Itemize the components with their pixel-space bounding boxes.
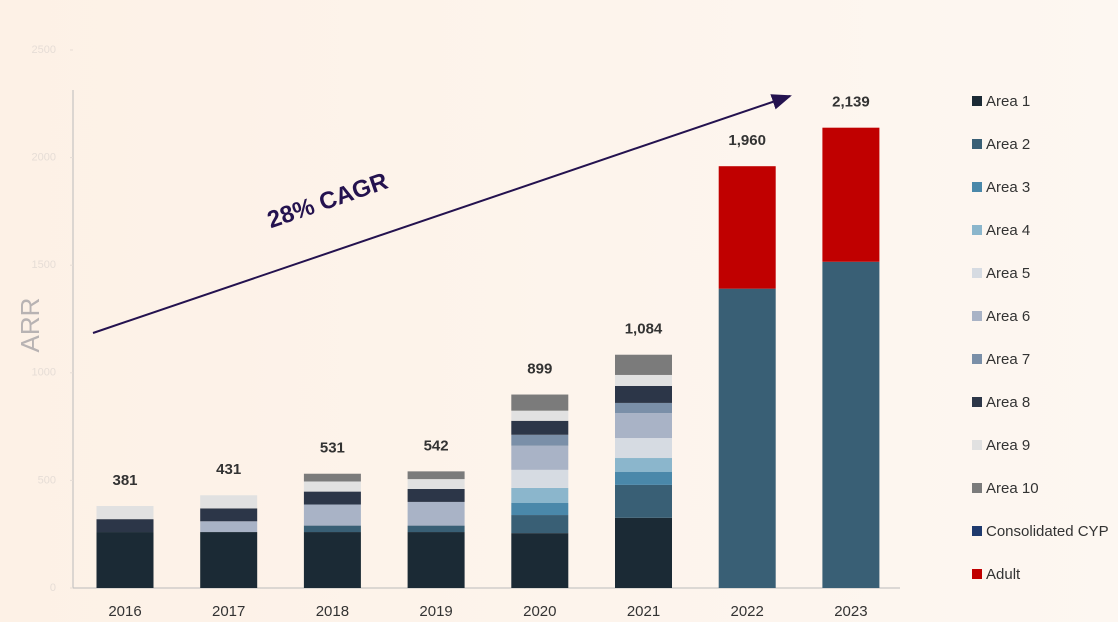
legend-label: Area 4 [986, 222, 1030, 239]
bar-segment [822, 127, 880, 262]
bar-segment [303, 532, 361, 588]
legend-swatch [972, 526, 982, 536]
bar-segment [822, 261, 880, 588]
legend-label: Area 9 [986, 437, 1030, 454]
y-tick-label: 500 [38, 474, 56, 486]
bar-segment [615, 354, 672, 375]
x-tick-label: 2016 [108, 603, 141, 620]
bar-segment [718, 288, 776, 588]
bar-segment [303, 473, 361, 482]
legend-swatch [972, 440, 982, 450]
legend-label: Area 10 [986, 480, 1039, 497]
bar-segment [96, 532, 154, 588]
legend-label: Area 5 [986, 265, 1030, 282]
bar-segment [303, 504, 361, 526]
bar-segment [615, 472, 672, 485]
bar-segment [615, 413, 672, 439]
total-label: 1,084 [625, 321, 663, 338]
cagr-arrow [92, 94, 792, 334]
legend-label: Area 2 [986, 136, 1030, 153]
bar-segment [615, 374, 672, 386]
legend-label: Consolidated CYP [986, 523, 1109, 540]
legend-swatch [972, 354, 982, 364]
legend-label: Area 3 [986, 179, 1030, 196]
legend-label: Area 7 [986, 351, 1030, 368]
bar-segment [615, 458, 672, 473]
total-label: 1,960 [728, 132, 766, 149]
legend-swatch [972, 225, 982, 235]
total-label: 531 [320, 440, 345, 457]
legend-label: Adult [986, 566, 1021, 583]
y-axis-label: ARR [15, 298, 45, 353]
legend-swatch [972, 311, 982, 321]
x-tick-label: 2022 [731, 603, 764, 620]
total-label: 899 [527, 361, 552, 378]
legend-swatch [972, 182, 982, 192]
x-tick-label: 2020 [523, 603, 556, 620]
x-tick-label: 2023 [834, 603, 867, 620]
bar-segment [511, 502, 569, 516]
bar-segment [96, 506, 154, 520]
bar-segment [511, 434, 569, 446]
bar-segment [511, 515, 569, 534]
bar-segment [200, 508, 258, 522]
bar-segment [303, 481, 361, 492]
legend-swatch [972, 139, 982, 149]
bar-segment [407, 501, 465, 526]
y-tick-label: 1000 [32, 367, 56, 379]
bar-segment [407, 489, 465, 502]
y-tick-label: 2000 [32, 152, 56, 164]
total-label: 542 [424, 437, 449, 454]
x-tick-label: 2021 [627, 603, 660, 620]
x-tick-label: 2018 [316, 603, 349, 620]
bar-segment [615, 517, 672, 588]
bar-segment [303, 491, 361, 505]
legend-label: Area 8 [986, 394, 1030, 411]
bar-segment [407, 471, 465, 480]
bar-segment [511, 410, 569, 421]
legend-swatch [972, 268, 982, 278]
legend-label: Area 6 [986, 308, 1030, 325]
bar-segment [511, 445, 569, 470]
y-tick-label: 0 [50, 582, 56, 594]
bar-segment [615, 484, 672, 518]
legend-swatch [972, 569, 982, 579]
bar-segment [615, 438, 672, 459]
total-label: 2,139 [832, 94, 870, 111]
bar-segment [511, 469, 569, 488]
bar-segment [96, 519, 154, 533]
bar-segment [407, 532, 465, 588]
total-label: 381 [112, 472, 137, 489]
bar-segment [615, 402, 672, 414]
legend-swatch [972, 483, 982, 493]
bar-segment [200, 495, 258, 509]
cagr-annotation: 28% CAGR [264, 168, 391, 234]
bar-segment [407, 525, 465, 533]
bar-segment [511, 533, 569, 588]
legend-swatch [972, 397, 982, 407]
bar-segment [200, 521, 258, 533]
legend-label: Area 1 [986, 93, 1030, 110]
y-tick-label: 1500 [32, 259, 56, 271]
bar-segment [511, 394, 569, 411]
bar-segment [303, 525, 361, 533]
bar-segment [511, 420, 569, 435]
bar-segment [718, 166, 776, 289]
bar-segment [200, 532, 258, 588]
bar-segment [511, 487, 569, 503]
x-tick-label: 2017 [212, 603, 245, 620]
legend-swatch [972, 96, 982, 106]
x-tick-label: 2019 [419, 603, 452, 620]
bar-segment [615, 385, 672, 403]
total-label: 431 [216, 461, 241, 478]
bar-segment [407, 479, 465, 490]
y-tick-label: 2500 [32, 44, 56, 56]
